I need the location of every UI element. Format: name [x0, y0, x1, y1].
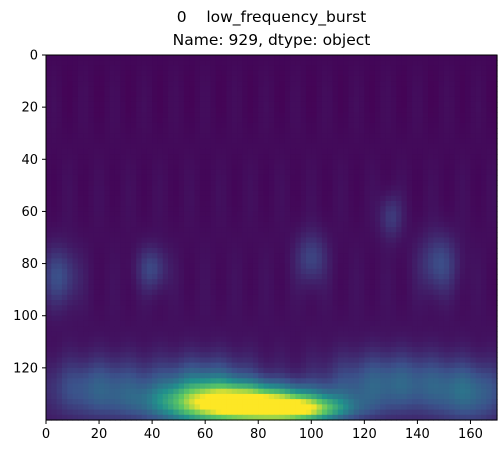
plot-frame: [45, 54, 498, 421]
y-tick-label: 0: [30, 49, 38, 64]
heatmap-cells: [46, 55, 498, 421]
x-tick-label: 160: [458, 427, 483, 442]
x-tick-label: 80: [250, 427, 267, 442]
y-tick-label: 80: [21, 257, 38, 272]
x-tick-label: 0: [42, 427, 50, 442]
x-tick-label: 100: [299, 427, 324, 442]
y-tick-label: 40: [21, 153, 38, 168]
chart-title-line-2: Name: 929, dtype: object: [172, 31, 371, 49]
x-tick-label: 60: [197, 427, 214, 442]
y-tick-label: 120: [13, 361, 38, 376]
x-tick-label: 140: [405, 427, 430, 442]
chart-title-line-1: 0 low_frequency_burst: [176, 8, 367, 26]
x-tick-label: 120: [352, 427, 377, 442]
y-tick-label: 60: [21, 205, 38, 220]
y-tick-label: 100: [13, 309, 38, 324]
y-tick-label: 20: [21, 101, 38, 116]
x-tick-label: 20: [91, 427, 108, 442]
x-tick-label: 40: [144, 427, 161, 442]
